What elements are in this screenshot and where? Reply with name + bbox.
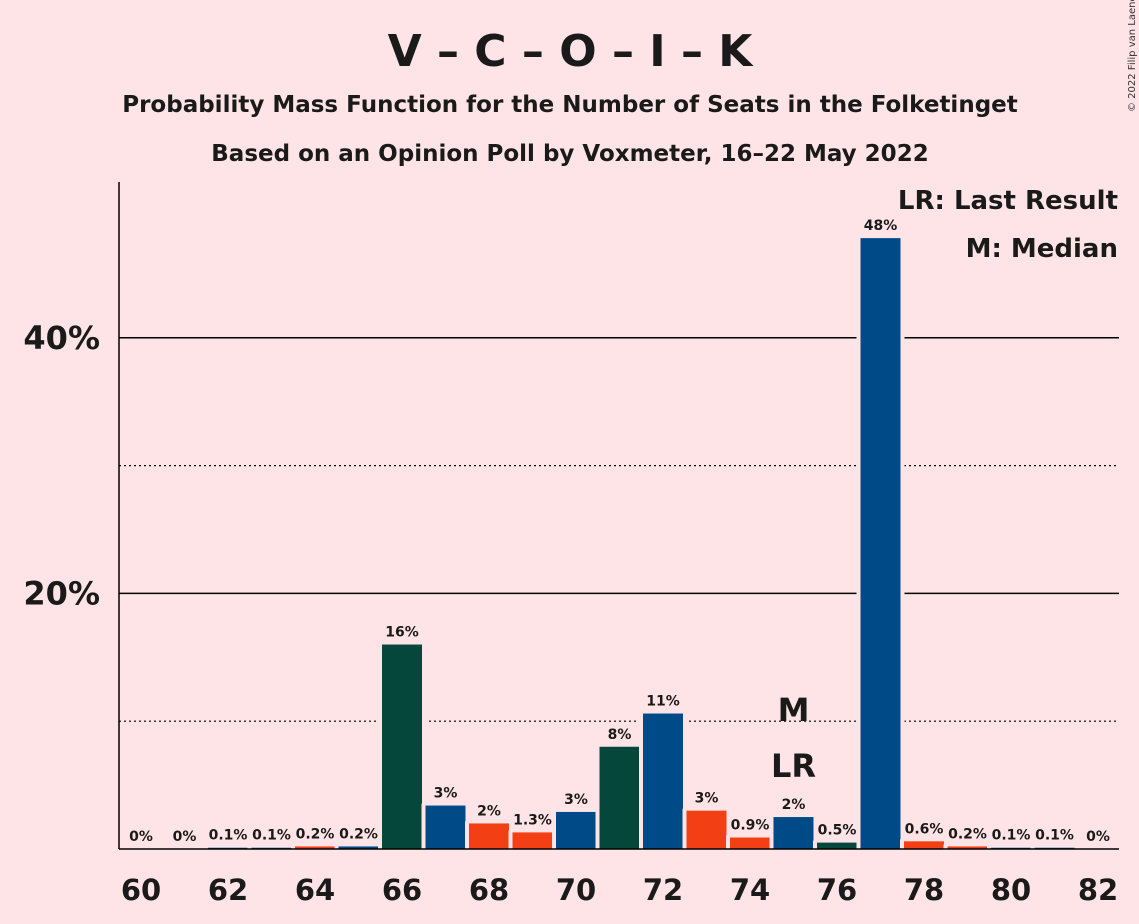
bar-gap [204, 845, 252, 849]
bar-label-60: 0% [129, 829, 153, 845]
legend-median: M: Median [966, 234, 1118, 264]
bar-label-64: 0.2% [296, 826, 335, 842]
chart-subtitle-1: Probability Mass Function for the Number… [122, 92, 1018, 118]
bar-label-69: 1.3% [513, 812, 552, 828]
chart-title: V – C – O – I – K [388, 26, 755, 77]
bar-71 [599, 746, 640, 849]
bar-label-70: 3% [564, 792, 588, 808]
bar-68 [469, 823, 509, 849]
bar-77 [860, 238, 901, 850]
bar-67 [425, 805, 466, 849]
bar-label-73: 3% [695, 791, 719, 807]
bar-75 [773, 817, 814, 849]
bar-label-74: 0.9% [731, 817, 770, 833]
bar-74 [730, 837, 770, 849]
bar-69 [512, 832, 553, 849]
bar-label-72: 11% [646, 694, 680, 710]
bar-76 [817, 842, 857, 849]
grid-lines [119, 337, 1119, 722]
bar-79 [947, 846, 988, 849]
legend-last-result: LR: Last Result [898, 186, 1118, 216]
x-tick-label: 82 [1078, 873, 1118, 907]
bar-64 [295, 846, 335, 849]
bar-label-65: 0.2% [339, 826, 378, 842]
x-tick-label: 62 [208, 873, 248, 907]
bar-66 [382, 644, 422, 849]
y-tick-labels: 20% 40% [23, 319, 100, 613]
bars [204, 236, 1079, 850]
bar-gap [1030, 845, 1079, 849]
bar-label-79: 0.2% [948, 826, 987, 842]
last-result-marker: LR [771, 747, 816, 785]
bar-65 [338, 846, 379, 849]
x-tick-label: 74 [730, 873, 770, 907]
copyright-notice: © 2022 Filip van Laenen [1127, 0, 1138, 112]
bar-gap [247, 845, 296, 849]
x-tick-label: 78 [904, 873, 944, 907]
bar-label-76: 0.5% [818, 823, 857, 839]
bar-70 [556, 811, 596, 849]
bar-label-66: 16% [385, 625, 419, 641]
bar-label-63: 0.1% [252, 828, 291, 844]
bar-labels: 0% 0% 0.1% 0.1% 0.2% 0.2%16%3%2%1.3%3%8%11%3%… [129, 218, 1110, 845]
bar-label-81: 0.1% [1035, 828, 1074, 844]
bar-label-82: 0% [1086, 829, 1110, 845]
bar-gap [987, 845, 1035, 849]
x-tick-label: 72 [643, 873, 683, 907]
x-tick-label: 68 [469, 873, 509, 907]
bar-label-68: 2% [477, 803, 501, 819]
bar-73 [686, 810, 727, 849]
bar-label-61: 0% [173, 829, 197, 845]
bar-label-77: 48% [864, 218, 898, 234]
bar-label-80: 0.1% [992, 828, 1031, 844]
bar-label-62: 0.1% [209, 828, 248, 844]
bar-label-67: 3% [434, 786, 458, 802]
x-tick-label: 66 [382, 873, 422, 907]
y-tick-label: 40% [23, 319, 100, 357]
x-tick-label: 64 [295, 873, 335, 907]
x-tick-label: 76 [817, 873, 857, 907]
x-tick-label: 80 [991, 873, 1031, 907]
bar-label-75: 2% [782, 797, 806, 813]
x-tick-label: 60 [121, 873, 161, 907]
x-tick-label: 70 [556, 873, 596, 907]
y-tick-label: 20% [23, 574, 100, 612]
bar-72 [643, 713, 683, 849]
bar-label-71: 8% [608, 727, 632, 743]
bar-label-78: 0.6% [905, 821, 944, 837]
median-marker: M [778, 691, 810, 729]
chart-subtitle-2: Based on an Opinion Poll by Voxmeter, 16… [211, 141, 928, 167]
x-tick-labels: 60 62 64 66 68 70 72 74 76 78 80 82 [121, 873, 1118, 907]
bar-78 [904, 841, 944, 849]
